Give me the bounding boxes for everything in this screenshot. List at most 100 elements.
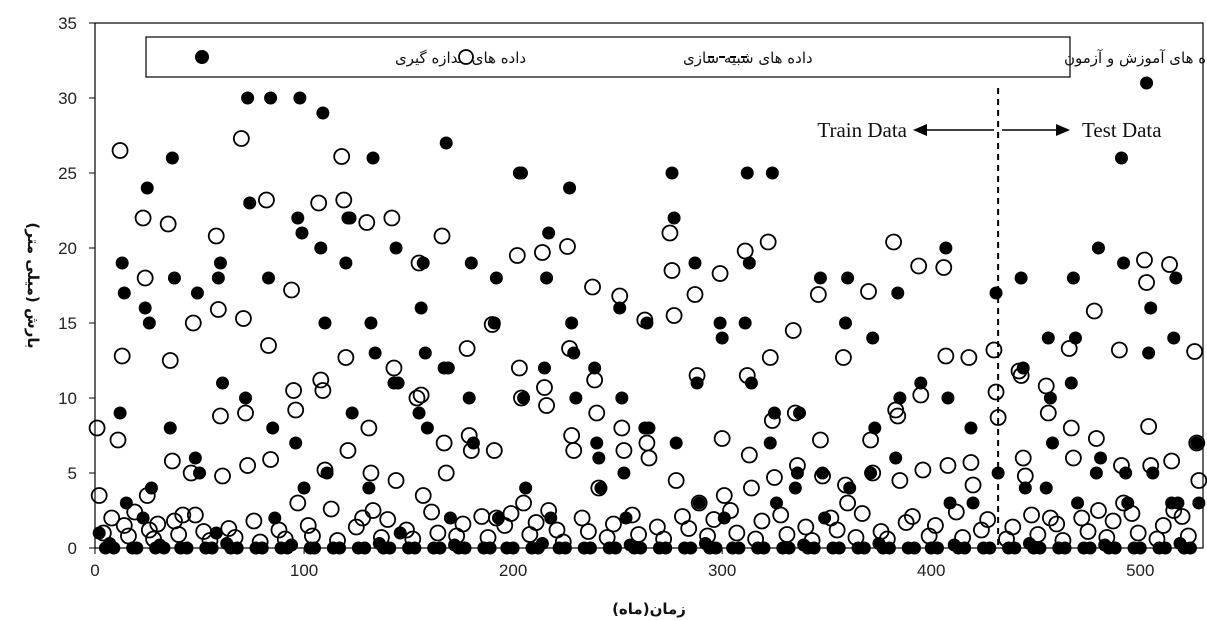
simulated-point [939,457,957,474]
simulated-point [207,227,225,245]
simulated-point [186,506,204,524]
measured-point [136,511,150,525]
measured-point [420,421,434,435]
measured-point [458,541,472,555]
simulated-point [237,404,254,422]
simulated-point [410,254,428,272]
simulated-point [283,281,300,299]
data-points [88,76,1207,555]
simulated-point [1048,515,1066,533]
simulated-point [258,191,275,209]
measured-point [314,241,328,255]
measured-point [255,541,269,555]
simulated-point [312,371,330,389]
y-tick-label: 10 [58,389,77,408]
simulated-point [387,472,405,489]
measured-point [389,241,403,255]
measured-point [1108,541,1122,555]
simulated-point [747,530,765,548]
simulated-point [1085,302,1103,320]
measured-point [839,316,853,330]
simulated-point [839,494,857,512]
simulated-point [1073,509,1091,527]
measured-point [364,316,378,330]
measured-point [1190,436,1204,450]
simulated-point [1142,457,1160,474]
measured-point [239,391,253,405]
measured-point [318,316,332,330]
simulated-point [287,401,305,419]
simulated-point [1110,341,1128,359]
measured-point [1014,271,1028,285]
measured-point [943,496,957,510]
simulated-point [715,487,733,504]
simulated-point [1161,256,1178,273]
test-data-label: Test Data [1082,118,1162,142]
simulated-point [954,529,971,546]
simulated-point [111,142,129,159]
simulated-point [860,283,877,300]
measured-point [188,451,202,465]
measured-point [1117,256,1131,270]
measured-point [1119,466,1133,480]
simulated-point [347,518,365,536]
measured-point [1167,331,1181,345]
simulated-point [786,404,804,422]
simulated-point [935,259,953,276]
measured-point [418,346,432,360]
measured-point [688,256,702,270]
simulated-point [738,367,756,384]
measured-point [565,316,579,330]
measured-point [642,421,656,435]
measured-point [119,496,133,510]
simulated-point [661,224,679,242]
simulated-point [1023,506,1040,524]
simulated-point [960,349,978,366]
measured-point [316,106,330,120]
simulated-point [126,503,144,521]
measured-point [818,511,832,525]
measured-point [153,538,167,552]
measured-point [1045,436,1059,450]
simulated-point [354,509,371,527]
simulated-point [814,467,831,485]
measured-point [517,391,531,405]
measured-point [358,541,372,555]
simulated-point [1129,524,1147,542]
measured-point [1041,331,1055,345]
measured-point [1066,271,1080,285]
measured-point [343,211,357,225]
measured-point [1071,496,1085,510]
simulated-point [220,520,238,537]
simulated-point [1165,502,1183,519]
simulated-point [686,286,704,303]
measured-point [665,166,679,180]
simulated-point [772,506,790,524]
measured-point [1043,391,1057,405]
measured-point [788,481,802,495]
simulated-point [889,407,907,425]
simulated-point [383,209,401,227]
measured-point [713,316,727,330]
simulated-point [362,464,380,482]
simulated-point [1163,452,1181,470]
simulated-point [276,530,294,548]
measured-point [113,406,127,420]
simulated-point [235,310,252,327]
measured-point [1089,466,1103,480]
simulated-point [914,461,932,479]
simulated-point [88,419,106,437]
simulated-point [613,419,631,437]
y-tick-label: 20 [58,239,77,258]
simulated-point [1179,527,1197,545]
simulated-point [1016,467,1034,485]
simulated-point [897,514,915,531]
tick-labels: 0 100 200 300 400 500 0 5 10 15 20 25 30 35 [58,14,1154,580]
measured-point [519,481,533,495]
simulated-point [335,191,353,209]
simulated-point [743,479,760,497]
measured-point [308,541,322,555]
legend-simulated-marker [458,49,474,65]
legend-boundary-label: مرز بین داده های آموزش و آزمون [1064,49,1207,67]
measured-point [765,166,779,180]
